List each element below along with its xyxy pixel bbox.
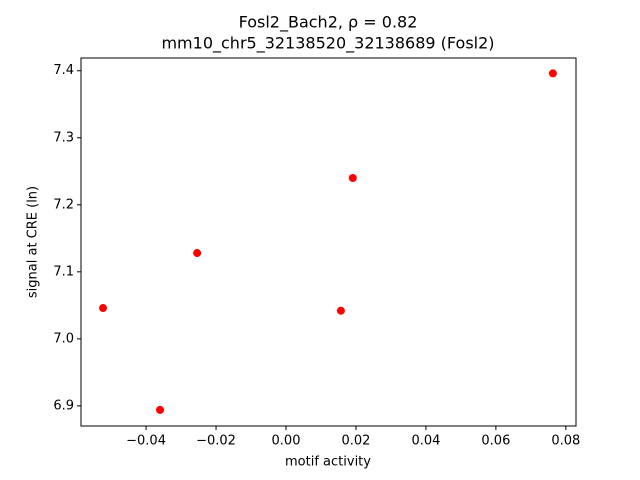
point: [548, 69, 557, 78]
x-tick-label: −0.02: [196, 434, 236, 449]
x-axis-label: motif activity: [285, 455, 371, 470]
point: [193, 249, 202, 258]
x-tick-label: −0.04: [126, 434, 166, 449]
x-tick-label: 0.04: [411, 434, 440, 449]
x-tick-label: 0.08: [551, 434, 580, 449]
chart-subtitle: mm10_chr5_32138520_32138689 (Fosl2): [161, 34, 494, 54]
point: [336, 306, 345, 315]
x-tick-label: 0.02: [341, 434, 370, 449]
x-tick-label: 0.06: [481, 434, 510, 449]
y-tick-label: 7.0: [53, 331, 74, 346]
y-axis-label: signal at CRE (ln): [26, 186, 41, 298]
y-tick-label: 7.4: [53, 63, 74, 78]
point: [99, 304, 108, 313]
point: [156, 405, 165, 414]
x-tick-label: 0.00: [272, 434, 301, 449]
y-tick-label: 7.1: [53, 264, 74, 279]
y-tick-label: 7.2: [53, 197, 74, 212]
point: [348, 173, 357, 182]
y-tick-label: 6.9: [53, 398, 74, 413]
y-tick-label: 7.3: [53, 130, 74, 145]
chart-title: Fosl2_Bach2, ρ = 0.82: [239, 13, 418, 33]
plot-frame: [80, 57, 577, 427]
